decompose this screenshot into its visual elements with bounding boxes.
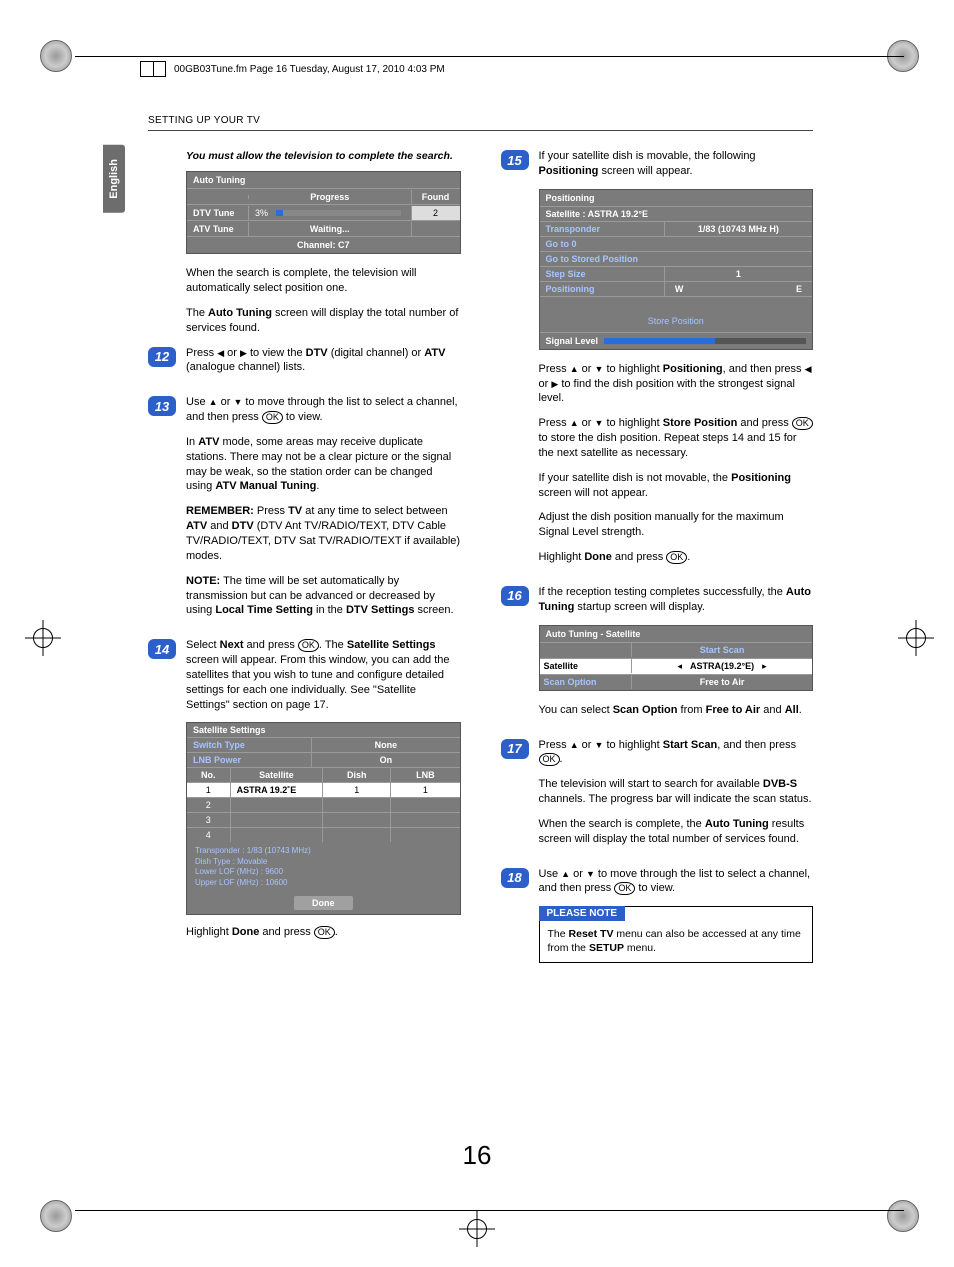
language-tab: English (103, 145, 125, 213)
step-18-text: Use ▲ or ▼ to move through the list to s… (539, 867, 814, 897)
step-16-text: If the reception testing completes succe… (539, 585, 814, 615)
step-13-line1: Use ▲ or ▼ to move through the list to s… (186, 395, 461, 425)
step-13-p4: NOTE: The time will be set automatically… (186, 574, 461, 619)
step-12: 12 Press ◀ or ▶ to view the DTV (digital… (148, 346, 461, 386)
step-17-num: 17 (501, 739, 529, 759)
step-12-num: 12 (148, 347, 176, 367)
step-18: 18 Use ▲ or ▼ to move through the list t… (501, 867, 814, 963)
intro-note: You must allow the television to complet… (186, 149, 461, 163)
done-button: Done (187, 892, 460, 914)
step-16-num: 16 (501, 586, 529, 606)
ok-button-icon: OK (614, 882, 635, 895)
dtv-progress (276, 210, 400, 216)
switch-type-val: None (312, 738, 459, 752)
ok-button-icon: OK (539, 753, 560, 766)
pos-p3: If your satellite dish is not movable, t… (539, 471, 814, 501)
lnb-power-label: LNB Power (187, 753, 312, 767)
step-13: 13 Use ▲ or ▼ to move through the list t… (148, 395, 461, 628)
book-icon (140, 61, 166, 77)
positioning-box: Positioning Satellite : ASTRA 19.2°E Tra… (539, 189, 814, 350)
switch-type-label: Switch Type (187, 738, 312, 752)
step-12-text: Press ◀ or ▶ to view the DTV (digital ch… (186, 346, 461, 376)
ok-button-icon: OK (262, 411, 283, 424)
step-15: 15 If your satellite dish is movable, th… (501, 149, 814, 575)
crop-cross-bottom (459, 1211, 495, 1247)
step-17-text: Press ▲ or ▼ to highlight Start Scan, an… (539, 738, 814, 768)
atv-tune-label: ATV Tune (187, 222, 249, 236)
satellite-settings-box: Satellite Settings Switch Type None LNB … (186, 722, 461, 915)
step-14: 14 Select Next and press OK. The Satelli… (148, 638, 461, 950)
crop-corner-bl (40, 1200, 72, 1232)
please-note-hdr: PLEASE NOTE (539, 906, 626, 921)
crop-cross-left (25, 620, 61, 656)
scan-option-p: You can select Scan Option from Free to … (539, 703, 814, 718)
ok-button-icon: OK (298, 639, 319, 652)
lnb-power-val: On (312, 753, 459, 767)
found-label: Found (412, 190, 460, 204)
pos-p2: Press ▲ or ▼ to highlight Store Position… (539, 416, 814, 461)
para-after1: When the search is complete, the televis… (186, 266, 461, 296)
page-header: 00GB03Tune.fm Page 16 Tuesday, August 17… (140, 61, 874, 77)
auto-tuning-title: Auto Tuning (187, 172, 460, 188)
step-14-text: Select Next and press OK. The Satellite … (186, 638, 461, 712)
step-15-text: If your satellite dish is movable, the f… (539, 149, 814, 179)
highlight-done: Highlight Done and press OK. (186, 925, 461, 940)
sat-title: Satellite Settings (187, 723, 460, 737)
auto-tuning-box: Auto Tuning Progress Found DTV Tune 3% 2 (186, 171, 461, 254)
step-13-p2: In ATV mode, some areas may receive dupl… (186, 435, 461, 494)
step-15-num: 15 (501, 150, 529, 170)
signal-level-bar (604, 338, 806, 344)
auto-tuning-sat-box: Auto Tuning - Satellite Start Scan Satel… (539, 625, 814, 691)
atv-status: Waiting... (249, 222, 412, 236)
sat-row-1: 1 ASTRA 19.2˚E 1 1 (187, 782, 460, 797)
section-header: SETTING UP YOUR TV (148, 115, 813, 131)
crop-line-top (75, 56, 904, 57)
step-17-p2: The television will start to search for … (539, 777, 814, 807)
crop-corner-br (887, 1200, 919, 1232)
step-18-num: 18 (501, 868, 529, 888)
pos-p1: Press ▲ or ▼ to highlight Positioning, a… (539, 362, 814, 407)
ok-button-icon: OK (792, 417, 813, 430)
crop-cross-right (898, 620, 934, 656)
left-column: You must allow the television to complet… (148, 149, 461, 973)
step-13-num: 13 (148, 396, 176, 416)
crop-corner-tl (40, 40, 72, 72)
step-17-p3: When the search is complete, the Auto Tu… (539, 817, 814, 847)
step-14-num: 14 (148, 639, 176, 659)
please-note-box: PLEASE NOTE The Reset TV menu can also b… (539, 906, 814, 962)
step-16: 16 If the reception testing completes su… (501, 585, 814, 728)
sat-row-3: 3 (187, 812, 460, 827)
ok-button-icon: OK (666, 551, 687, 564)
right-column: 15 If your satellite dish is movable, th… (501, 149, 814, 973)
sat-row-2: 2 (187, 797, 460, 812)
step-17: 17 Press ▲ or ▼ to highlight Start Scan,… (501, 738, 814, 857)
channel-footer: Channel: C7 (187, 236, 460, 253)
para-after2: The Auto Tuning screen will display the … (186, 306, 461, 336)
pos-p4: Adjust the dish position manually for th… (539, 510, 814, 540)
header-text: 00GB03Tune.fm Page 16 Tuesday, August 17… (174, 64, 445, 75)
sat-info: Transponder : 1/83 (10743 MHz) Dish Type… (187, 842, 460, 892)
store-position: Store Position (540, 310, 813, 332)
step-13-p3: REMEMBER: Press TV at any time to select… (186, 504, 461, 563)
dtv-found: 2 (412, 206, 460, 220)
pos-p5: Highlight Done and press OK. (539, 550, 814, 565)
page-number: 16 (463, 1140, 492, 1171)
crop-line-bottom (75, 1210, 904, 1211)
please-note-body: The Reset TV menu can also be accessed a… (540, 921, 813, 961)
progress-label: Progress (249, 190, 412, 204)
dtv-tune-label: DTV Tune (187, 206, 249, 220)
sat-row-4: 4 (187, 827, 460, 842)
ok-button-icon: OK (314, 926, 335, 939)
dtv-pct: 3% (255, 208, 268, 218)
